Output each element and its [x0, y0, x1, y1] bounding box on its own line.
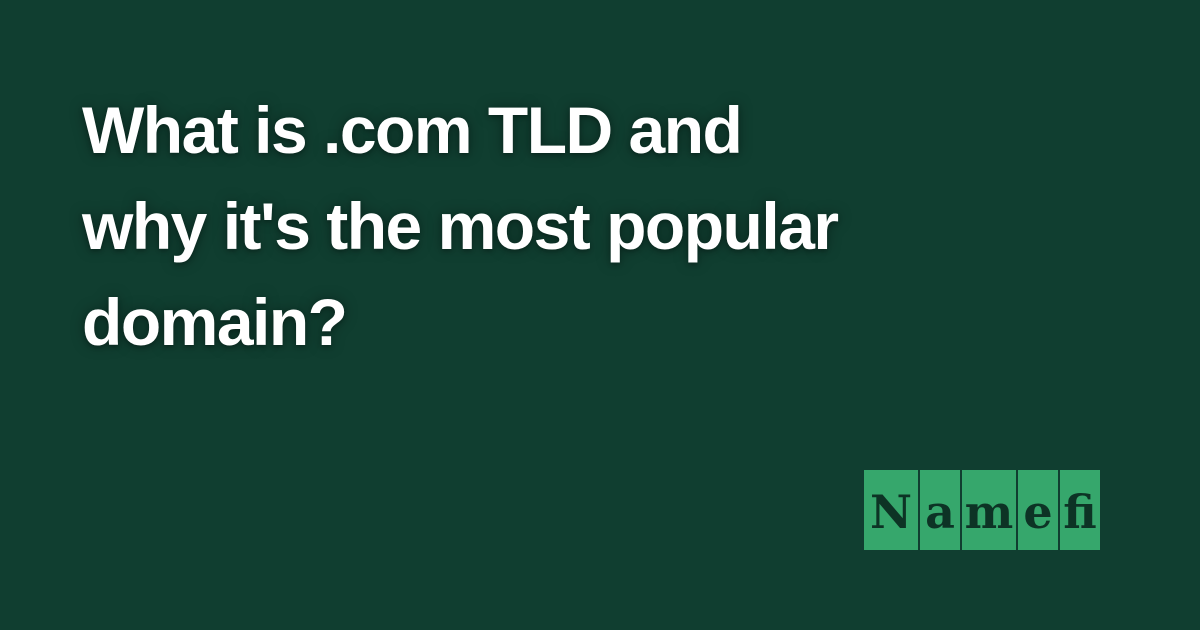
logo-tile-a: a	[920, 470, 960, 550]
article-title: What is .com TLD and why it's the most p…	[82, 82, 1082, 370]
title-line-2: why it's the most popular	[82, 189, 839, 263]
title-line-1: What is .com TLD and	[82, 93, 743, 167]
title-line-3: domain?	[82, 285, 348, 359]
namefi-logo: N a m e fi	[864, 470, 1100, 550]
logo-tile-n: N	[864, 470, 918, 550]
logo-tile-fi: fi	[1060, 470, 1100, 550]
logo-tile-e: e	[1018, 470, 1058, 550]
logo-tile-m: m	[962, 470, 1016, 550]
